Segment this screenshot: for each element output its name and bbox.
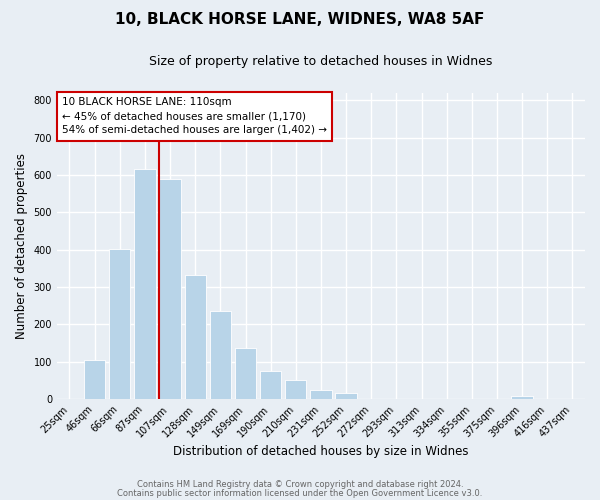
- Bar: [185, 275, 206, 399]
- Bar: [260, 370, 281, 399]
- Bar: [335, 394, 357, 399]
- Text: 10, BLACK HORSE LANE, WIDNES, WA8 5AF: 10, BLACK HORSE LANE, WIDNES, WA8 5AF: [115, 12, 485, 28]
- Bar: [109, 248, 130, 399]
- Bar: [511, 396, 533, 399]
- Text: Contains public sector information licensed under the Open Government Licence v3: Contains public sector information licen…: [118, 488, 482, 498]
- Title: Size of property relative to detached houses in Widnes: Size of property relative to detached ho…: [149, 55, 493, 68]
- Bar: [310, 390, 332, 399]
- X-axis label: Distribution of detached houses by size in Widnes: Distribution of detached houses by size …: [173, 444, 469, 458]
- Text: 10 BLACK HORSE LANE: 110sqm
← 45% of detached houses are smaller (1,170)
54% of : 10 BLACK HORSE LANE: 110sqm ← 45% of det…: [62, 98, 327, 136]
- Bar: [160, 178, 181, 399]
- Bar: [84, 360, 106, 399]
- Bar: [209, 310, 231, 399]
- Bar: [134, 170, 155, 399]
- Bar: [285, 380, 307, 399]
- Text: Contains HM Land Registry data © Crown copyright and database right 2024.: Contains HM Land Registry data © Crown c…: [137, 480, 463, 489]
- Bar: [235, 348, 256, 399]
- Y-axis label: Number of detached properties: Number of detached properties: [15, 153, 28, 339]
